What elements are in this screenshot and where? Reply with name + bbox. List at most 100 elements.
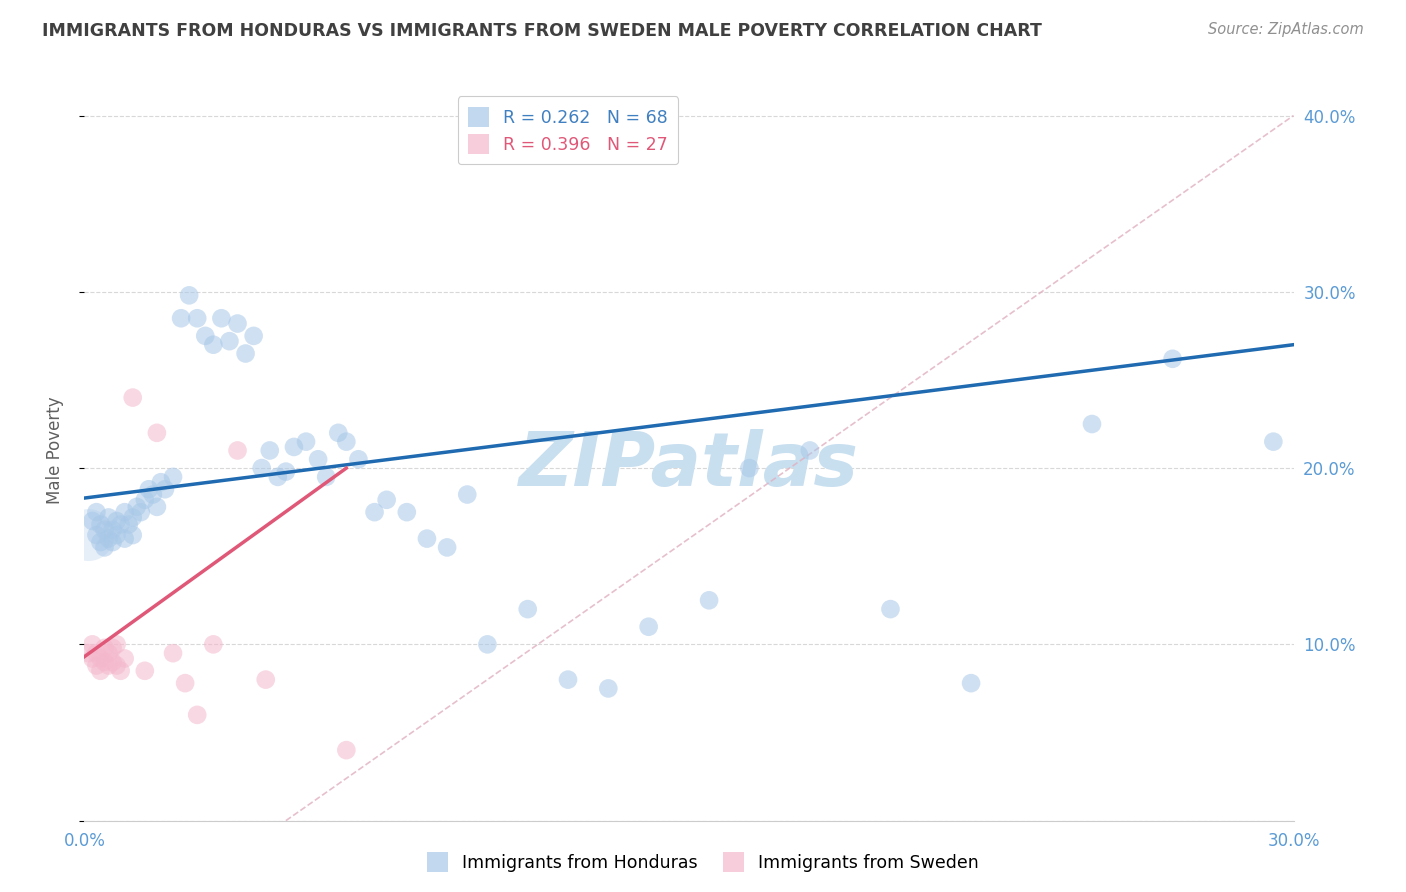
Point [93, 523, 115, 537]
Point [93, 541, 115, 555]
Point [436, 541, 458, 555]
Point [82, 637, 104, 651]
Point [637, 620, 659, 634]
Point [97, 532, 120, 546]
Point [202, 337, 225, 351]
Point [162, 470, 184, 484]
Point [97, 646, 120, 660]
Point [93, 640, 115, 655]
Point [254, 673, 277, 687]
Point [101, 535, 124, 549]
Point [89, 651, 111, 665]
Point [477, 637, 499, 651]
Point [118, 517, 141, 532]
Point [315, 470, 337, 484]
Point [1161, 351, 1184, 366]
Point [121, 510, 143, 524]
Point [101, 523, 124, 537]
Point [153, 482, 176, 496]
Point [121, 528, 143, 542]
Point [226, 443, 249, 458]
Point [416, 532, 439, 546]
Point [114, 651, 136, 665]
Point [295, 434, 318, 449]
Point [960, 676, 983, 690]
Point [101, 640, 124, 655]
Point [89, 517, 111, 532]
Point [242, 329, 264, 343]
Point [82, 651, 104, 665]
Point [307, 452, 329, 467]
Text: IMMIGRANTS FROM HONDURAS VS IMMIGRANTS FROM SWEDEN MALE POVERTY CORRELATION CHAR: IMMIGRANTS FROM HONDURAS VS IMMIGRANTS F… [42, 22, 1042, 40]
Point [395, 505, 418, 519]
Point [226, 317, 249, 331]
Point [516, 602, 538, 616]
Point [97, 510, 120, 524]
Point [259, 443, 281, 458]
Point [97, 658, 120, 673]
Point [77, 528, 100, 542]
Point [110, 517, 132, 532]
Point [179, 288, 201, 302]
Point [218, 334, 240, 348]
Point [598, 681, 620, 696]
Point [202, 637, 225, 651]
Point [283, 440, 305, 454]
Y-axis label: Male Poverty: Male Poverty [45, 397, 63, 504]
Point [138, 482, 160, 496]
Point [93, 655, 115, 669]
Point [1081, 417, 1104, 431]
Point [235, 346, 257, 360]
Point [363, 505, 385, 519]
Point [86, 658, 108, 673]
Point [134, 492, 156, 507]
Point [86, 528, 108, 542]
Text: ZIPatlas: ZIPatlas [519, 429, 859, 502]
Point [146, 425, 169, 440]
Point [1263, 434, 1285, 449]
Point [799, 443, 821, 458]
Point [110, 664, 132, 678]
Point [250, 461, 273, 475]
Text: Source: ZipAtlas.com: Source: ZipAtlas.com [1208, 22, 1364, 37]
Point [186, 311, 208, 326]
Legend: R = 0.262   N = 68, R = 0.396   N = 27: R = 0.262 N = 68, R = 0.396 N = 27 [458, 96, 678, 164]
Point [267, 470, 290, 484]
Point [146, 500, 169, 514]
Point [194, 329, 217, 343]
Point [328, 425, 350, 440]
Point [105, 658, 128, 673]
Point [557, 673, 579, 687]
Point [149, 475, 172, 490]
Point [125, 500, 148, 514]
Point [142, 487, 165, 501]
Point [105, 637, 128, 651]
Point [174, 676, 197, 690]
Point [134, 664, 156, 678]
Point [162, 646, 184, 660]
Point [879, 602, 901, 616]
Point [77, 646, 100, 660]
Point [335, 434, 357, 449]
Point [738, 461, 761, 475]
Point [114, 532, 136, 546]
Point [86, 505, 108, 519]
Point [456, 487, 478, 501]
Point [105, 528, 128, 542]
Point [86, 646, 108, 660]
Point [105, 514, 128, 528]
Legend: Immigrants from Honduras, Immigrants from Sweden: Immigrants from Honduras, Immigrants fro… [420, 845, 986, 879]
Point [82, 514, 104, 528]
Point [274, 465, 297, 479]
Point [121, 391, 143, 405]
Point [697, 593, 720, 607]
Point [129, 505, 152, 519]
Point [347, 452, 370, 467]
Point [114, 505, 136, 519]
Point [89, 535, 111, 549]
Point [89, 664, 111, 678]
Point [186, 707, 208, 722]
Point [209, 311, 232, 326]
Point [375, 492, 398, 507]
Point [170, 311, 193, 326]
